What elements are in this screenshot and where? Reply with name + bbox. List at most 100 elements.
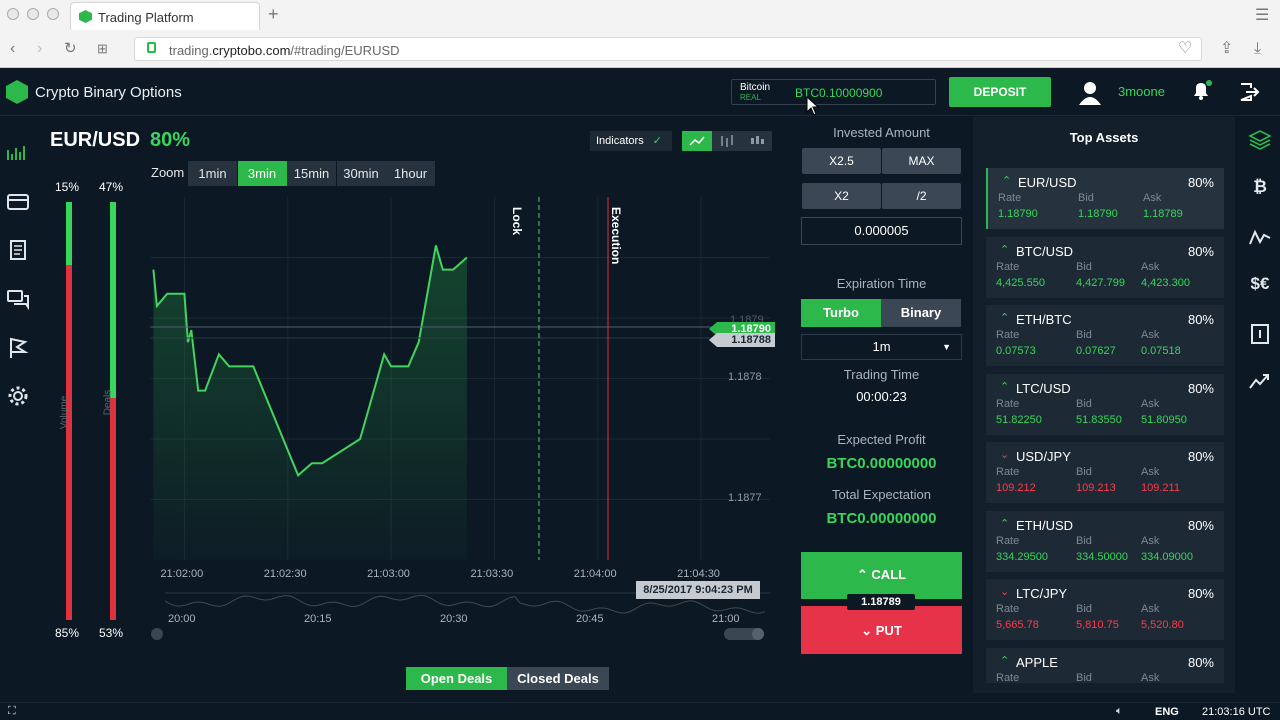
reload-icon[interactable]: ↻ xyxy=(64,40,77,57)
logout-icon[interactable] xyxy=(1238,81,1260,103)
ask-value: 334.09000 xyxy=(1141,550,1193,563)
share-icon[interactable]: ⇪ xyxy=(1220,40,1234,57)
put-button[interactable]: ⌄ PUT xyxy=(801,606,962,654)
forward-icon[interactable]: › xyxy=(37,40,43,57)
bitcoin-icon[interactable]: ₿ xyxy=(1253,177,1267,196)
fullscreen-icon[interactable]: ⛶ xyxy=(8,705,16,717)
bid-label: Bid xyxy=(1076,671,1092,683)
bar-chart-type-button[interactable] xyxy=(712,131,742,151)
bid-label: Bid xyxy=(1076,466,1092,478)
asset-payout: 80% xyxy=(1187,449,1214,464)
trend-up-icon: ⌃ xyxy=(1002,175,1012,187)
zoom-30min-button[interactable]: 30min xyxy=(336,161,386,186)
asset-card-eth-btc[interactable]: ⌃ ETH/BTC 80% Rate Bid Ask 0.07573 0.07627 0.075… xyxy=(986,305,1224,366)
half-button[interactable]: /2 xyxy=(882,183,961,209)
settings-gear-icon[interactable] xyxy=(6,384,30,408)
address-bar[interactable]: trading.cryptobo.com/#trading/EURUSD xyxy=(134,37,1202,61)
duration-select[interactable]: 1m ▼ xyxy=(801,334,962,360)
closed-deals-tab[interactable]: Closed Deals xyxy=(507,667,609,690)
download-icon[interactable]: ⤓ xyxy=(1254,40,1262,57)
trend-up-icon: ⌃ xyxy=(1000,243,1010,256)
rate-label: Rate xyxy=(996,329,1020,341)
zoom-15min-button[interactable]: 15min xyxy=(287,161,336,186)
navigator-right-handle[interactable] xyxy=(752,628,764,640)
navigator-tick-label: 20:45 xyxy=(576,613,604,625)
balance-selector[interactable]: Bitcoin REAL BTC0.10000900 xyxy=(731,79,936,105)
y-tick-label: 1.1877 xyxy=(728,491,762,504)
commodities-icon[interactable] xyxy=(1248,322,1272,346)
asset-payout: 80% xyxy=(1187,312,1214,327)
asset-card-eur-usd[interactable]: ⌃ EUR/USD 80% Rate Bid Ask 1.18790 1.18790 1.187… xyxy=(986,168,1224,229)
x-tick-label: 21:02:30 xyxy=(263,568,307,580)
maximize-window-button[interactable] xyxy=(47,8,59,20)
new-tab-icon[interactable]: + xyxy=(268,4,279,24)
binary-mode-button[interactable]: Binary xyxy=(881,299,961,327)
navigator-tick-label: 20:30 xyxy=(440,613,468,625)
bid-value: 0.07627 xyxy=(1076,345,1116,357)
open-deals-tab[interactable]: Open Deals xyxy=(406,667,507,690)
ask-label: Ask xyxy=(1141,397,1160,410)
username[interactable]: 3moone xyxy=(1118,84,1165,99)
brand-name: Crypto Binary Options xyxy=(35,84,182,101)
payments-card-icon[interactable] xyxy=(6,190,30,214)
back-icon[interactable]: ‹ xyxy=(10,40,16,57)
navigator-left-handle[interactable] xyxy=(151,628,163,640)
ask-label: Ask xyxy=(1141,466,1160,478)
amount-input[interactable]: 0.000005 xyxy=(801,217,962,245)
call-button[interactable]: ⌃ CALL xyxy=(801,552,962,599)
asset-payout: 80% xyxy=(1187,243,1214,259)
asset-card-btc-usd[interactable]: ⌃ BTC/USD 80% Rate Bid Ask 4,425.550 4,427.799 4… xyxy=(986,236,1224,298)
asset-name: EUR/USD xyxy=(1018,175,1077,190)
rate-value: 4,425.550 xyxy=(996,276,1045,289)
rate-label: Rate xyxy=(996,466,1020,478)
candle-chart-type-button[interactable] xyxy=(742,131,772,151)
max-button[interactable]: MAX xyxy=(882,148,961,174)
layers-icon[interactable] xyxy=(1248,128,1272,152)
zoom-1hour-button[interactable]: 1hour xyxy=(386,161,435,186)
forex-chart-icon[interactable] xyxy=(1248,226,1272,250)
bid-label: Bid xyxy=(1076,603,1092,615)
asset-card-ltc-usd[interactable]: ⌃ LTC/USD 80% Rate Bid Ask 51.82250 51.83550 51.… xyxy=(986,373,1224,435)
menu-icon[interactable]: ☰ xyxy=(1255,7,1270,24)
multiplier-x25-button[interactable]: X2.5 xyxy=(802,148,881,174)
trading-chart-nav-icon[interactable] xyxy=(6,140,30,164)
asset-name: USD/JPY xyxy=(1016,449,1071,464)
volume-bottom-pct: 85% xyxy=(55,626,80,640)
grid-icon[interactable]: ⊞ xyxy=(97,41,108,56)
price-chart[interactable] xyxy=(150,197,770,560)
indicators-label: Indicators xyxy=(596,135,644,147)
notifications-bell-icon[interactable] xyxy=(1190,80,1212,102)
flag-icon[interactable] xyxy=(6,336,30,360)
browser-tab[interactable]: Trading Platform xyxy=(70,2,260,30)
currency-exchange-icon[interactable]: $€ xyxy=(1250,274,1270,293)
zoom-3min-button[interactable]: 3min xyxy=(237,161,287,186)
rate-label: Rate xyxy=(998,192,1022,204)
ask-label: Ask xyxy=(1141,260,1160,273)
asset-card-usd-jpy[interactable]: ⌄ USD/JPY 80% Rate Bid Ask 109.212 109.213 109.2… xyxy=(986,442,1224,503)
chat-icon[interactable] xyxy=(6,287,30,311)
deposit-button[interactable]: DEPOSIT xyxy=(949,77,1051,107)
close-window-button[interactable] xyxy=(7,8,19,20)
asset-name: LTC/USD xyxy=(1016,380,1071,396)
bid-value: 334.50000 xyxy=(1076,550,1128,563)
document-icon[interactable] xyxy=(6,238,30,262)
stocks-icon[interactable] xyxy=(1248,370,1272,394)
ask-label: Ask xyxy=(1141,329,1160,341)
asset-card-ltc-jpy[interactable]: ⌄ LTC/JPY 80% Rate Bid Ask 5,665.78 5,810.75 5,5… xyxy=(986,579,1224,640)
asset-name: ETH/USD xyxy=(1016,517,1074,533)
turbo-mode-button[interactable]: Turbo xyxy=(801,299,881,327)
user-avatar-icon[interactable] xyxy=(1079,81,1101,105)
zoom-1min-button[interactable]: 1min xyxy=(188,161,237,186)
trend-down-icon: ⌄ xyxy=(1000,449,1010,461)
sound-icon[interactable]: 🔈︎ xyxy=(1116,705,1123,717)
language-selector[interactable]: ENG xyxy=(1155,706,1179,718)
minimize-window-button[interactable] xyxy=(27,8,39,20)
asset-card-eth-usd[interactable]: ⌃ ETH/USD 80% Rate Bid Ask 334.29500 334.50000 3… xyxy=(986,510,1224,572)
bookmark-heart-icon[interactable]: ♡ xyxy=(1178,40,1193,57)
line-chart-type-button[interactable] xyxy=(682,131,712,151)
asset-card-apple[interactable]: ⌃ APPLE 80% Rate Bid Ask xyxy=(986,647,1224,683)
bid-value: 51.83550 xyxy=(1076,413,1122,426)
multiplier-x2-button[interactable]: X2 xyxy=(802,183,881,209)
indicators-button[interactable]: Indicators ✓ xyxy=(590,131,672,151)
ask-value: 0.07518 xyxy=(1141,345,1181,357)
